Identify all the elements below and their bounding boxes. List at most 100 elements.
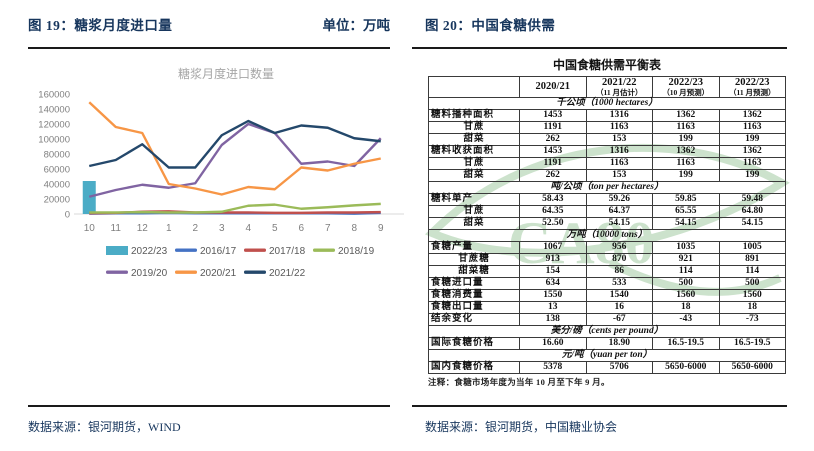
row-value: 114 bbox=[652, 264, 720, 278]
row-value: 1362 bbox=[718, 108, 786, 122]
legend-swatch-2020/21 bbox=[175, 270, 197, 274]
table-row: 甘蔗 64.35 64.37 65.55 64.80 bbox=[428, 204, 786, 218]
legend-label-2021/22: 2021/22 bbox=[269, 268, 306, 279]
row-label: 糖料单产 bbox=[428, 192, 520, 206]
section-label: 吨/公顷（ton per hectares） bbox=[428, 180, 786, 194]
legend-label-2018/19: 2018/19 bbox=[338, 246, 375, 257]
row-label: 糖料播种面积 bbox=[428, 108, 520, 122]
section-label: 万吨（10000 tons） bbox=[428, 228, 786, 242]
x-tick-label: 1 bbox=[166, 223, 172, 234]
table-row: 甘蔗 1191 1163 1163 1163 bbox=[428, 156, 786, 170]
row-value: 18.90 bbox=[585, 336, 653, 350]
row-value: 18 bbox=[652, 300, 720, 314]
section-label: 美分/磅（cents per pound） bbox=[428, 324, 786, 338]
bar-2022/23 bbox=[82, 181, 96, 214]
x-tick-label: 8 bbox=[351, 223, 357, 234]
row-label: 食糖产量 bbox=[428, 240, 520, 254]
chart-title: 糖浆月度进口数量 bbox=[178, 66, 274, 81]
table-section-row: 美分/磅（cents per pound） bbox=[428, 324, 786, 338]
table-row: 食糖出口量 13 16 18 18 bbox=[428, 300, 786, 314]
legend-label-2022/23: 2022/23 bbox=[131, 246, 168, 257]
row-value: 65.55 bbox=[652, 204, 720, 218]
row-value: 199 bbox=[652, 168, 720, 182]
left-source: 数据来源：银河期货，WIND bbox=[28, 420, 181, 434]
series-line-2021/22 bbox=[88, 119, 381, 169]
row-value: -43 bbox=[652, 312, 720, 326]
table-head: 2020/21 2021/22 （11 月估计） 2022/23 （10 月预测） 202… bbox=[428, 76, 786, 98]
row-value: 1550 bbox=[519, 288, 587, 302]
row-value: 262 bbox=[519, 168, 587, 182]
y-tick-label: 20000 bbox=[44, 195, 70, 206]
legend-swatch-2017/18 bbox=[244, 248, 266, 252]
row-value: 1005 bbox=[718, 240, 786, 254]
row-value: 870 bbox=[585, 252, 653, 266]
row-value: 1316 bbox=[585, 108, 653, 122]
header-year-cell: 2020/21 bbox=[519, 76, 587, 98]
row-value: 16.5-19.5 bbox=[718, 336, 786, 350]
row-value: 634 bbox=[519, 276, 587, 290]
row-value: 5650-6000 bbox=[718, 360, 786, 374]
row-value: 58.43 bbox=[519, 192, 587, 206]
row-value: 16.5-19.5 bbox=[652, 336, 720, 350]
header-year: 2021/22 bbox=[602, 77, 637, 88]
row-value: 16 bbox=[585, 300, 653, 314]
row-value: 153 bbox=[585, 168, 653, 182]
row-value: 533 bbox=[585, 276, 653, 290]
table-section-row: 千公顷（1000 hectares） bbox=[428, 96, 786, 110]
table-row: 食糖产量 1067 956 1035 1005 bbox=[428, 240, 786, 254]
syrup-import-chart: 糖浆月度进口数量 0 20000 40000 60000 80000 100000 12000… bbox=[38, 66, 404, 279]
x-tick-label: 6 bbox=[298, 223, 304, 234]
table-row: 糖料收获面积 1453 1316 1362 1362 bbox=[428, 144, 786, 158]
x-tick-label: 4 bbox=[245, 223, 251, 234]
y-tick-label: 100000 bbox=[38, 135, 70, 146]
row-value: 59.26 bbox=[585, 192, 653, 206]
x-tick-label: 5 bbox=[272, 223, 278, 234]
row-label: 国际食糖价格 bbox=[428, 336, 520, 350]
y-tick-label: 0 bbox=[65, 210, 70, 221]
row-value: 59.48 bbox=[718, 192, 786, 206]
row-value: 52.50 bbox=[519, 216, 587, 230]
series-line-2018/19 bbox=[89, 202, 381, 214]
row-value: 199 bbox=[652, 132, 720, 146]
row-value: 154 bbox=[519, 264, 587, 278]
x-tick-label: 12 bbox=[137, 223, 149, 234]
table-row: 结余变化 138 -67 -43 -73 bbox=[428, 312, 786, 326]
table-row: 甜菜 262 153 199 199 bbox=[428, 168, 786, 182]
row-value: 16.60 bbox=[519, 336, 587, 350]
row-value: 54.15 bbox=[652, 216, 720, 230]
series-line-2020/21 bbox=[88, 101, 381, 196]
supply-demand-table: 2020/21 2021/22 （11 月估计） 2022/23 （10 月预测） 202… bbox=[428, 76, 786, 374]
row-value: -73 bbox=[718, 312, 786, 326]
x-tick-label: 10 bbox=[84, 223, 96, 234]
row-label: 食糖出口量 bbox=[428, 300, 520, 314]
row-value: 500 bbox=[718, 276, 786, 290]
table-header-row: 2020/21 2021/22 （11 月估计） 2022/23 （10 月预测） 202… bbox=[428, 76, 786, 98]
legend-swatch-2022/23 bbox=[106, 246, 128, 255]
x-tick-label: 9 bbox=[378, 223, 384, 234]
row-value: 59.85 bbox=[652, 192, 720, 206]
row-value: 1362 bbox=[652, 108, 720, 122]
row-value: 1191 bbox=[519, 156, 587, 170]
row-value: 1163 bbox=[585, 156, 653, 170]
row-label: 结余变化 bbox=[428, 312, 520, 326]
left-unit-label: 单位：万吨 bbox=[322, 18, 391, 33]
x-tick-label: 2 bbox=[192, 223, 198, 234]
row-value: 5378 bbox=[519, 360, 587, 374]
right-header-rule bbox=[412, 47, 787, 49]
row-label: 甜菜 bbox=[428, 132, 520, 146]
row-value: 64.37 bbox=[585, 204, 653, 218]
row-value: -67 bbox=[585, 312, 653, 326]
y-tick-label: 160000 bbox=[38, 90, 70, 101]
table-row: 甘蔗 1191 1163 1163 1163 bbox=[428, 120, 786, 134]
row-label: 食糖消费量 bbox=[428, 288, 520, 302]
row-label: 甘蔗糖 bbox=[428, 252, 520, 266]
section-label: 千公顷（1000 hectares） bbox=[428, 96, 786, 110]
row-value: 262 bbox=[519, 132, 587, 146]
left-footer-rule bbox=[28, 405, 390, 407]
row-value: 1453 bbox=[519, 144, 587, 158]
row-value: 1067 bbox=[519, 240, 587, 254]
table-row: 甜菜糖 154 86 114 114 bbox=[428, 264, 786, 278]
legend-swatch-2016/17 bbox=[175, 248, 197, 252]
y-tick-label: 80000 bbox=[44, 150, 70, 161]
row-value: 1362 bbox=[652, 144, 720, 158]
